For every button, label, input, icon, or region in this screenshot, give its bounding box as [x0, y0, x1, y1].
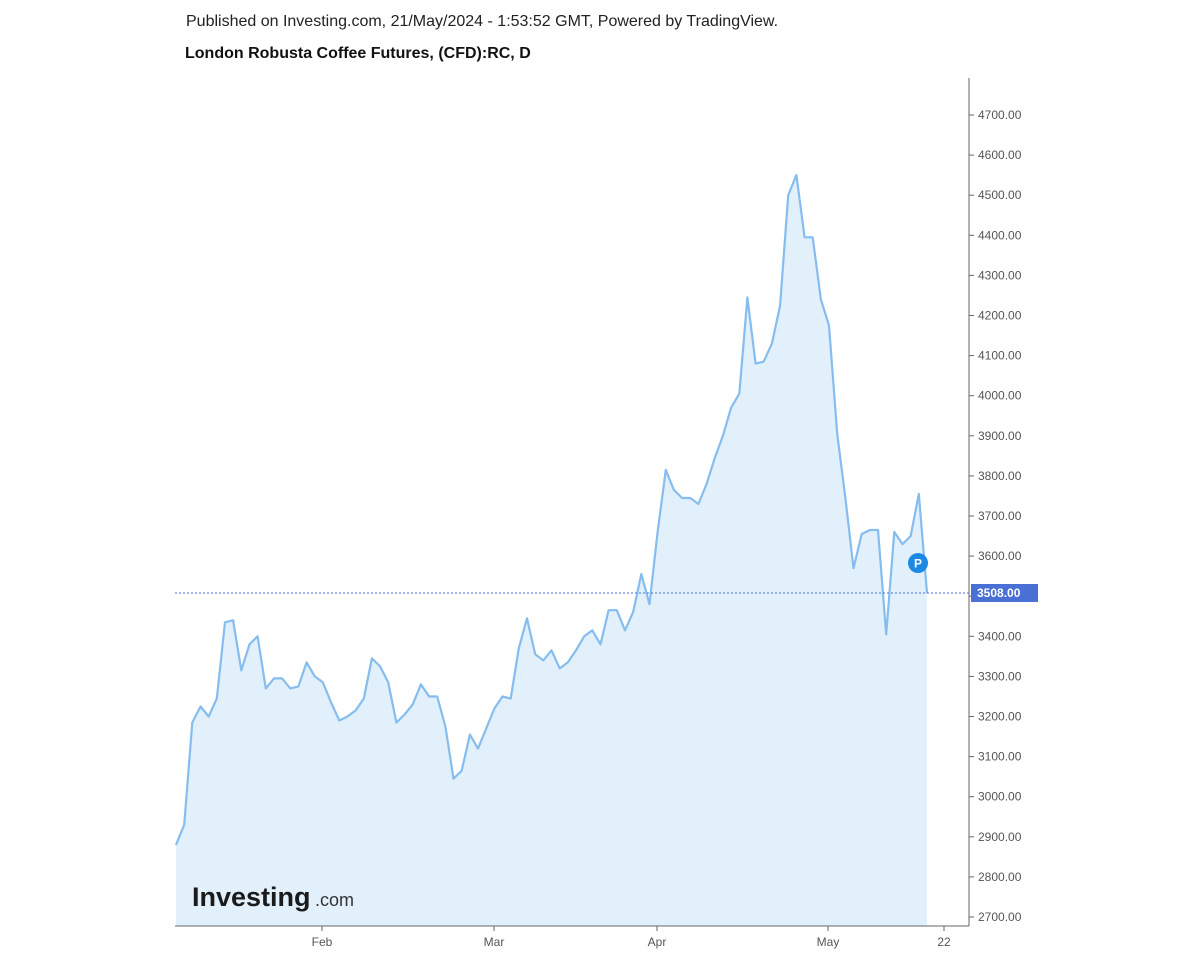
- y-tick-label: 3700.00: [978, 509, 1022, 523]
- y-tick-label: 4200.00: [978, 309, 1022, 323]
- line-layer: [174, 174, 929, 846]
- published-line: Published on Investing.com, 21/May/2024 …: [186, 13, 779, 30]
- last-price-label: 3508.00: [977, 586, 1021, 600]
- price-line: [174, 174, 929, 846]
- y-tick-label: 3200.00: [978, 710, 1022, 724]
- logo-main-text: Investing: [192, 882, 311, 912]
- area-layer: [176, 175, 927, 927]
- y-tick-label: 4100.00: [978, 349, 1022, 363]
- y-tick-label: 3000.00: [978, 790, 1022, 804]
- y-tick-label: 4000.00: [978, 389, 1022, 403]
- last-price-badge: [971, 583, 1038, 602]
- y-tick-label: 3900.00: [978, 429, 1022, 443]
- y-tick-label: 3400.00: [978, 629, 1022, 643]
- x-tick-label: 22: [937, 935, 951, 949]
- y-tick-label: 3800.00: [978, 469, 1022, 483]
- y-tick-label: 2800.00: [978, 870, 1022, 884]
- investing-logo: Investing .com: [192, 882, 354, 912]
- y-tick-label: 4700.00: [978, 108, 1022, 122]
- y-tick-label: 3300.00: [978, 669, 1022, 683]
- p-marker: [908, 553, 928, 573]
- y-tick-label: 2900.00: [978, 830, 1022, 844]
- chart-title: London Robusta Coffee Futures, (CFD):RC,…: [185, 45, 531, 62]
- axis-layer: 2700.00 2800.00 2900.00 3000.00 3100.00 3200.…: [175, 78, 1022, 949]
- x-tick-label: Apr: [648, 935, 667, 949]
- p-marker-label: P: [914, 557, 922, 571]
- y-tick-label: 4400.00: [978, 228, 1022, 242]
- y-tick-label: 4500.00: [978, 188, 1022, 202]
- x-tick-label: May: [817, 935, 840, 949]
- y-tick-label: 4300.00: [978, 268, 1022, 282]
- y-tick-label: 2700.00: [978, 910, 1022, 924]
- label-layer: 3508.00 P: [175, 553, 1038, 602]
- price-area: [176, 175, 927, 927]
- y-tick-label: 3100.00: [978, 750, 1022, 764]
- logo-suffix-text: .com: [315, 890, 354, 910]
- x-tick-label: Mar: [484, 935, 505, 949]
- y-tick-label: 3600.00: [978, 549, 1022, 563]
- x-tick-label: Feb: [312, 935, 333, 949]
- y-tick-label: 4600.00: [978, 148, 1022, 162]
